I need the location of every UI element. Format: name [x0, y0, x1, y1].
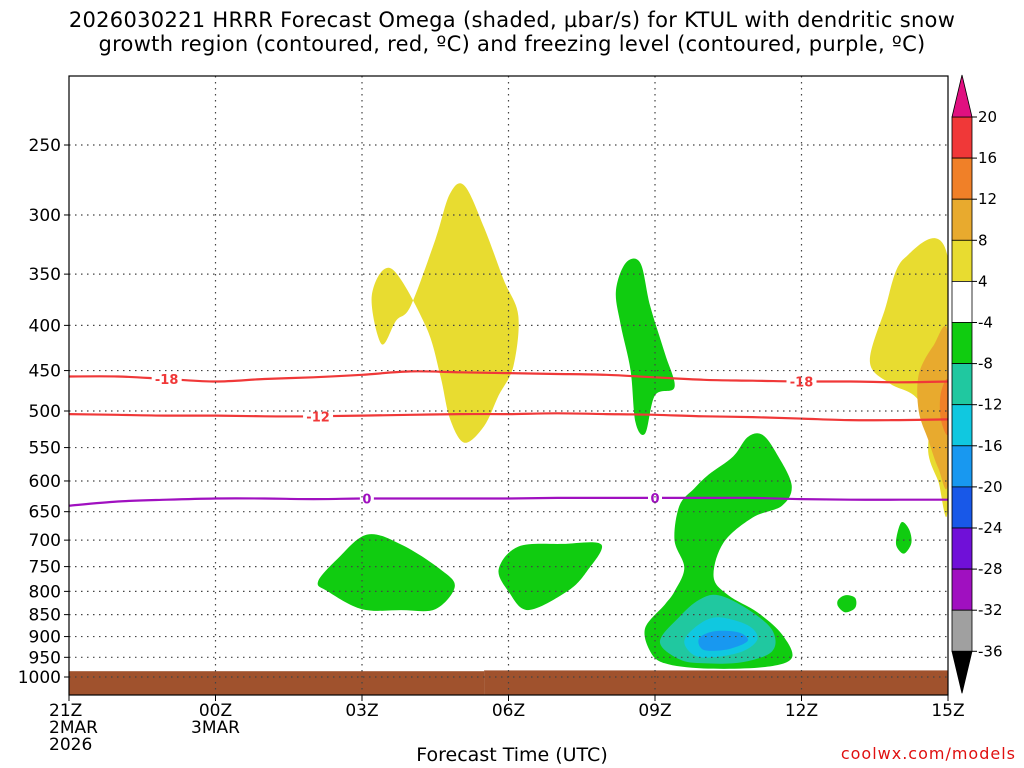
y-tick-label: 500 [29, 402, 61, 422]
plot-area: -18 -18-120 0 [69, 183, 948, 695]
y-tick-label: 1000 [18, 668, 61, 688]
terrain-band-right [484, 670, 948, 695]
colorbar-under-triangle [951, 650, 973, 694]
chart-title-line-2: growth region (contoured, red, ºC) and f… [98, 32, 926, 56]
x-tick-label: 15Z [931, 701, 964, 721]
x-tick-label: 3MAR [191, 718, 240, 738]
y-tick-label: 300 [29, 206, 61, 226]
colorbar-segment [951, 404, 973, 447]
y-tick-label: 850 [29, 606, 61, 626]
contour-label-bg [359, 491, 374, 506]
y-tick-label: 800 [29, 582, 61, 602]
colorbar-segment [951, 198, 973, 241]
omega-region-right-edge-ascent-gold [917, 326, 948, 490]
contour-label: 0 [650, 492, 659, 507]
colorbar-label: -32 [978, 601, 1003, 619]
y-tick-label: 350 [29, 265, 61, 285]
colorbar-segment [951, 280, 973, 323]
x-tick-label: 09Z [638, 701, 671, 721]
contour-label: -18 [155, 373, 179, 388]
omega-region-descent-column-08z [615, 258, 675, 436]
colorbar-label: -20 [978, 478, 1003, 496]
colorbar-segment [951, 527, 973, 570]
y-tick-label: 750 [29, 558, 61, 578]
colorbar-label: -12 [978, 396, 1003, 414]
colorbar-segment [951, 322, 973, 364]
contour-label-bg [303, 409, 334, 424]
colorbar-label: 12 [978, 190, 997, 208]
y-tick-label: 550 [29, 439, 61, 459]
y-tick-label: 700 [29, 531, 61, 551]
x-tick-label: 12Z [785, 701, 818, 721]
omega-region-descent-cell-03z-a [317, 534, 455, 612]
omega-region-upper-ascent-plume [371, 183, 519, 443]
colorbar-segment [951, 116, 973, 159]
y-tick-label: 900 [29, 628, 61, 648]
colorbar-segment [951, 363, 973, 406]
y-tick-label: 400 [29, 316, 61, 336]
terrain-band-left [69, 671, 485, 695]
omega-region-right-edge-ascent-orange [939, 379, 948, 435]
x-tick-label: 03Z [345, 701, 378, 721]
colorbar-label: 8 [978, 231, 988, 249]
colorbar-label: 4 [978, 272, 988, 290]
contour-label-bg [151, 372, 182, 387]
colorbar-segment [951, 239, 973, 282]
colorbar-label: 16 [978, 149, 997, 167]
omega-region-small-descent-13z [837, 595, 857, 613]
contour-label: 0 [362, 492, 371, 507]
y-tick-label: 450 [29, 362, 61, 382]
chart-title-line-1: 2026030221 HRRR Forecast Omega (shaded, … [68, 8, 956, 32]
contour-line [69, 496, 948, 507]
x-tick-label: 2MAR [49, 718, 98, 738]
credit-text: coolwx.com/models [840, 744, 1016, 763]
colorbar-label: -24 [978, 519, 1003, 537]
y-tick-label: 650 [29, 503, 61, 523]
colorbar-label: 20 [978, 108, 997, 126]
contour-label-bg [648, 490, 662, 505]
omega-region-descent-cell-06z [498, 542, 603, 611]
colorbar-segment [951, 157, 973, 200]
colorbar-label: -16 [978, 437, 1003, 455]
x-tick-label: 06Z [492, 701, 525, 721]
y-tick-label: 250 [29, 136, 61, 156]
colorbar-segment [951, 609, 973, 652]
omega-region-small-descent-14z [895, 522, 912, 554]
colorbar-label: -4 [978, 314, 993, 332]
omega-region-descent-09z-main [644, 433, 793, 669]
chart-title: 2026030221 HRRR Forecast Omega (shaded, … [0, 8, 1024, 56]
colorbar-label: -36 [978, 642, 1003, 660]
x-tick-label: 2026 [49, 735, 92, 755]
x-axis-label: Forecast Time (UTC) [416, 744, 608, 766]
contour-label-bg [786, 374, 817, 389]
omega-region-descent-09z-core-blue [698, 630, 749, 651]
x-tick-label: 21Z [49, 701, 82, 721]
x-tick-label: 00Z [199, 701, 232, 721]
colorbar-segment [951, 445, 973, 488]
y-tick-label: 600 [29, 472, 61, 492]
colorbar-segment [951, 486, 973, 529]
y-tick-label: 950 [29, 648, 61, 668]
colorbar-segment [951, 568, 973, 611]
contour-label: -12 [306, 410, 330, 425]
colorbar-label: -28 [978, 560, 1003, 578]
colorbar-label: -8 [978, 355, 993, 373]
colorbar-over-triangle [951, 74, 973, 118]
